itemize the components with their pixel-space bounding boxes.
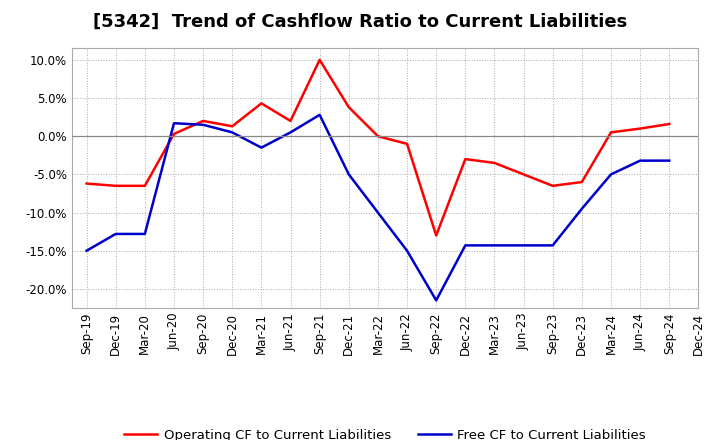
Operating CF to Current Liabilities (665, 121, 674, 127)
Free CF to Current Liabilities (461, 243, 469, 248)
Operating CF to Current Liabilities (577, 180, 586, 185)
Line: Free CF to Current Liabilities: Free CF to Current Liabilities (86, 115, 670, 301)
Free CF to Current Liabilities (402, 248, 411, 253)
Operating CF to Current Liabilities (140, 183, 149, 188)
Free CF to Current Liabilities (549, 243, 557, 248)
Free CF to Current Liabilities (315, 112, 324, 117)
Operating CF to Current Liabilities (112, 183, 120, 188)
Operating CF to Current Liabilities (228, 124, 237, 129)
Text: [5342]  Trend of Cashflow Ratio to Current Liabilities: [5342] Trend of Cashflow Ratio to Curren… (93, 13, 627, 31)
Free CF to Current Liabilities (140, 231, 149, 237)
Operating CF to Current Liabilities (461, 157, 469, 162)
Operating CF to Current Liabilities (432, 233, 441, 238)
Free CF to Current Liabilities (665, 158, 674, 163)
Operating CF to Current Liabilities (549, 183, 557, 188)
Operating CF to Current Liabilities (315, 57, 324, 62)
Free CF to Current Liabilities (82, 248, 91, 253)
Line: Operating CF to Current Liabilities: Operating CF to Current Liabilities (86, 60, 670, 235)
Operating CF to Current Liabilities (199, 118, 207, 124)
Free CF to Current Liabilities (228, 130, 237, 135)
Operating CF to Current Liabilities (170, 131, 179, 136)
Free CF to Current Liabilities (636, 158, 644, 163)
Operating CF to Current Liabilities (82, 181, 91, 186)
Free CF to Current Liabilities (112, 231, 120, 237)
Operating CF to Current Liabilities (636, 126, 644, 131)
Operating CF to Current Liabilities (402, 141, 411, 147)
Legend: Operating CF to Current Liabilities, Free CF to Current Liabilities: Operating CF to Current Liabilities, Fre… (120, 424, 651, 440)
Free CF to Current Liabilities (577, 206, 586, 211)
Operating CF to Current Liabilities (286, 118, 294, 124)
Free CF to Current Liabilities (432, 298, 441, 303)
Free CF to Current Liabilities (519, 243, 528, 248)
Free CF to Current Liabilities (607, 172, 616, 177)
Free CF to Current Liabilities (374, 210, 382, 215)
Operating CF to Current Liabilities (519, 172, 528, 177)
Operating CF to Current Liabilities (490, 160, 499, 165)
Free CF to Current Liabilities (344, 172, 353, 177)
Free CF to Current Liabilities (286, 130, 294, 135)
Free CF to Current Liabilities (170, 121, 179, 126)
Operating CF to Current Liabilities (374, 134, 382, 139)
Operating CF to Current Liabilities (257, 101, 266, 106)
Free CF to Current Liabilities (199, 122, 207, 128)
Operating CF to Current Liabilities (344, 105, 353, 110)
Operating CF to Current Liabilities (607, 130, 616, 135)
Free CF to Current Liabilities (490, 243, 499, 248)
Free CF to Current Liabilities (257, 145, 266, 150)
